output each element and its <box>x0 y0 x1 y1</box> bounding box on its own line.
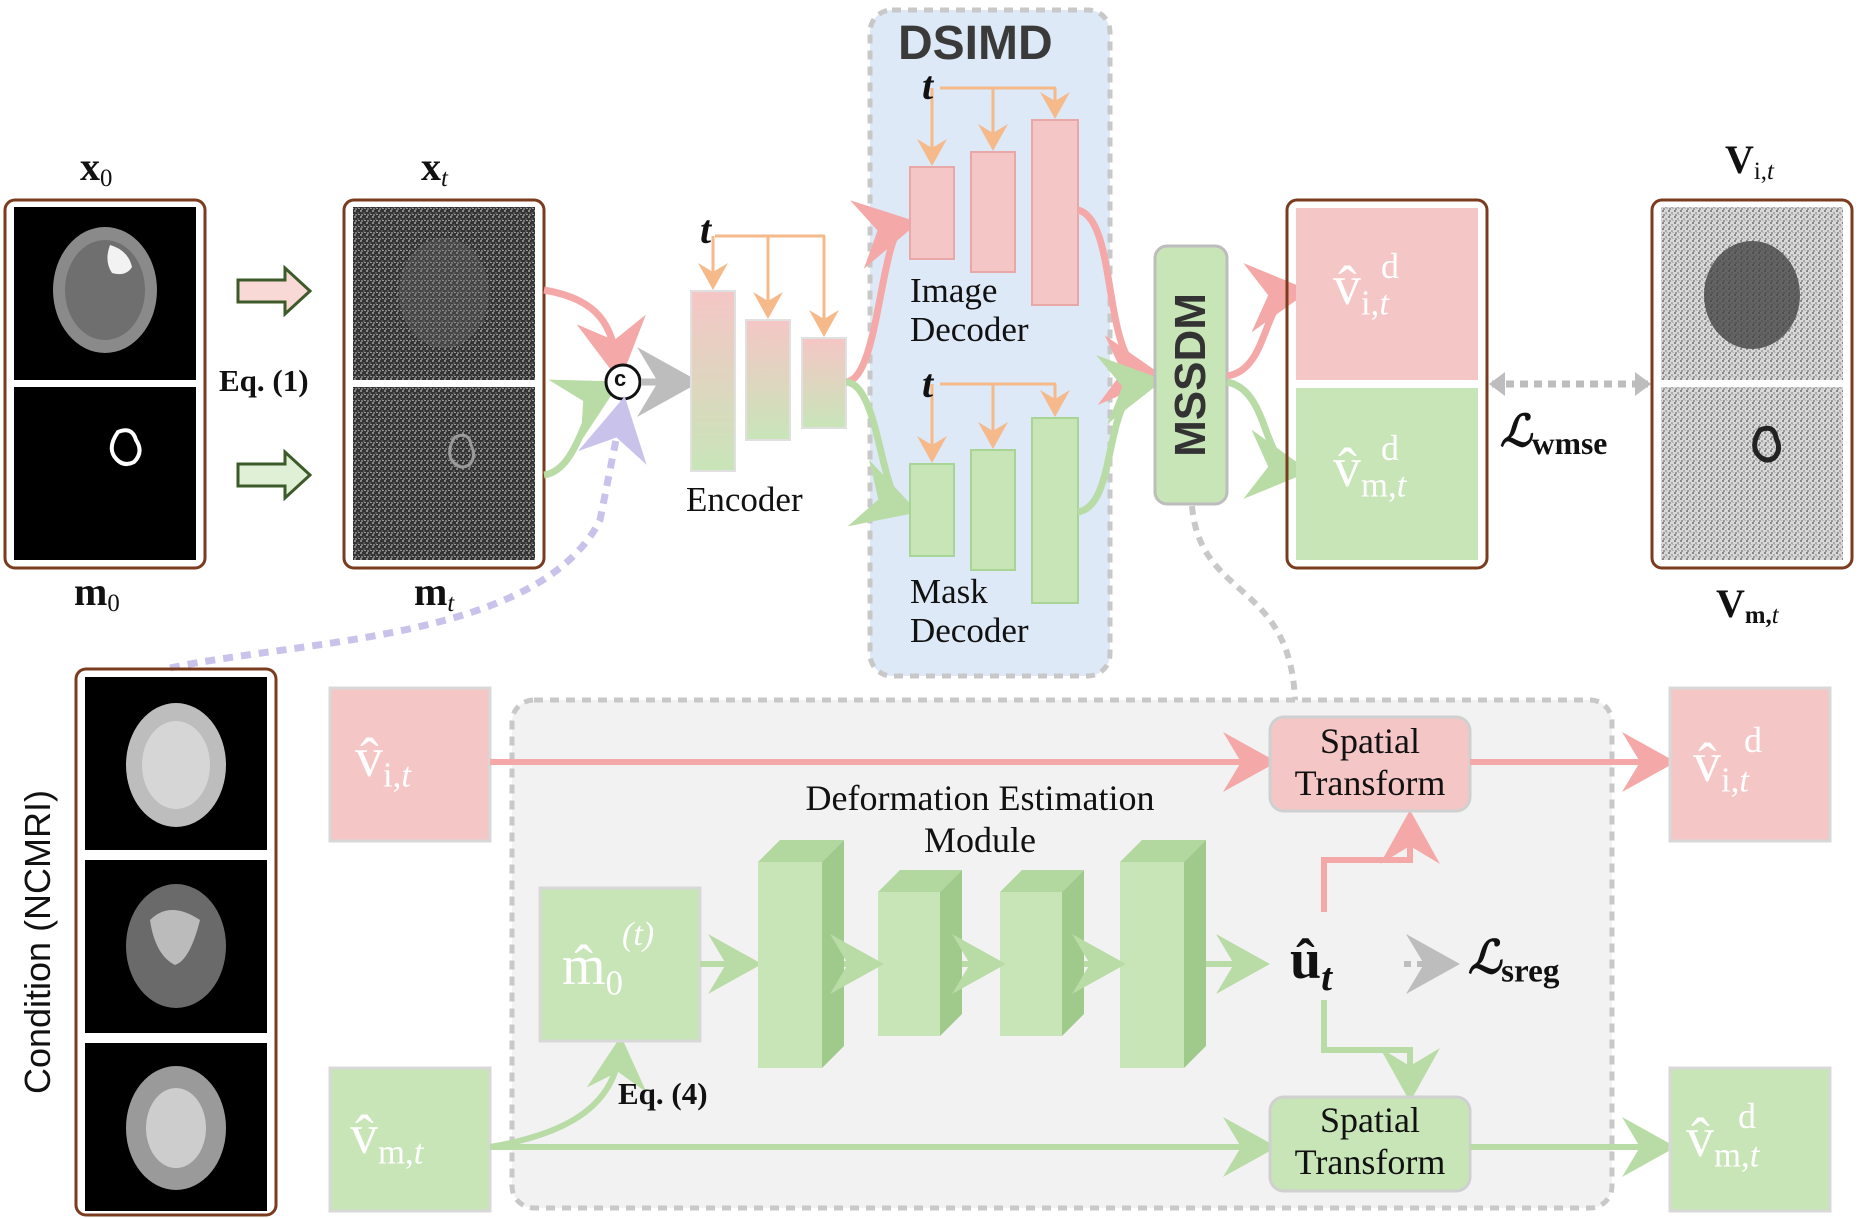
mssdm-label: MSSDM <box>1166 293 1215 457</box>
noisy-xt-image <box>353 207 535 380</box>
output-vmd-box <box>1668 1066 1832 1213</box>
arrow-u-to-image-transform <box>1321 810 1440 912</box>
output-vid-box <box>1668 686 1832 843</box>
prediction-frame <box>1285 198 1489 570</box>
condition-link <box>169 396 647 672</box>
arrow-mask-decoder-to-mssdm <box>1076 355 1164 516</box>
dem-title: Deformation Estimation Module <box>805 778 1155 861</box>
image-decoder-t-arrows <box>917 86 1070 166</box>
mask-decoder-t-arrows <box>917 382 1070 463</box>
label-out-v-hat-i-d-sup: d <box>1744 720 1762 760</box>
encoder-blocks <box>690 290 847 472</box>
spatial-transform-mask-label: Spatial Transform <box>1294 1100 1446 1183</box>
label-loss-wmse: ℒwmse <box>1500 407 1608 461</box>
label-v-mt: Vm,t <box>1716 581 1779 630</box>
label-out-v-hat-m-d-sup: d <box>1738 1096 1756 1136</box>
label-eq4: Eq. (4) <box>618 1076 708 1111</box>
forward-arrow-image-icon <box>236 264 313 318</box>
label-v-hat-m-d: v̂m,t <box>1333 437 1407 505</box>
target-vm-image <box>1661 387 1843 560</box>
label-m0: m0 <box>74 569 120 618</box>
arrow-mt-to-concat <box>543 379 621 479</box>
label-v-hat-m-d-sup: d <box>1381 428 1399 468</box>
arrow-encoder-to-mask-decoder <box>845 378 919 527</box>
label-u-hat: ût <box>1290 929 1333 999</box>
label-out-v-hat-i-d: v̂i,t <box>1693 732 1749 800</box>
encoder-t-arrows <box>698 234 839 337</box>
label-image-decoder: Image Decoder <box>910 271 1029 349</box>
label-eq1: Eq. (1) <box>219 363 309 398</box>
target-frame <box>1650 198 1854 570</box>
label-xt: xt <box>421 144 448 193</box>
label-encoder: Encoder <box>686 480 803 519</box>
spatial-transform-image-label: Spatial Transform <box>1294 721 1446 804</box>
condition-label: Condition (NCMRI) <box>17 789 58 1095</box>
x0-m0-frame <box>3 198 207 570</box>
forward-arrow-mask-icon <box>236 448 313 502</box>
label-m0-hat-sup: (t) <box>622 916 655 953</box>
label-v-hat-i-d: v̂i,t <box>1333 255 1389 323</box>
mask-m0-image <box>109 428 142 466</box>
label-v-it: Vi,t <box>1725 137 1774 186</box>
label-t-encoder: t <box>700 207 712 252</box>
label-t-mask-decoder: t <box>922 361 934 406</box>
image-decoder-blocks <box>909 119 1079 306</box>
arrow-u-to-mask-transform <box>1321 1000 1440 1102</box>
label-m0-hat: m̂0 <box>562 935 623 1003</box>
label-t-image-decoder: t <box>922 63 934 108</box>
input-vi-box <box>328 686 492 843</box>
arrow-vm-to-m0hat <box>489 1036 647 1150</box>
arrow-xt-to-concat <box>543 286 646 382</box>
label-x0: x0 <box>80 144 113 193</box>
noisy-mt-image <box>353 387 535 560</box>
label-loss-sreg: ℒsreg <box>1468 932 1560 990</box>
concat-label: c <box>614 366 627 391</box>
condition-frame <box>74 667 278 1217</box>
label-v-hat-mt: v̂m,t <box>350 1104 424 1172</box>
label-v-hat-i-d-sup: d <box>1381 246 1399 286</box>
arrow-encoder-to-image-decoder <box>844 200 919 386</box>
label-v-hat-it: v̂i,t <box>355 727 411 795</box>
forward-arrows <box>236 264 313 502</box>
label-mask-decoder: Mask Decoder <box>910 572 1029 650</box>
m0-hat-box <box>538 886 702 1043</box>
xt-mt-frame <box>342 198 546 570</box>
mssdm-to-module-link <box>1189 505 1298 701</box>
dsimd-title: DSIMD <box>898 17 1053 70</box>
label-out-v-hat-m-d: v̂m,t <box>1686 1107 1760 1175</box>
mask-decoder-blocks <box>909 417 1079 604</box>
input-vm-box <box>328 1066 492 1213</box>
label-mt: mt <box>414 569 455 618</box>
